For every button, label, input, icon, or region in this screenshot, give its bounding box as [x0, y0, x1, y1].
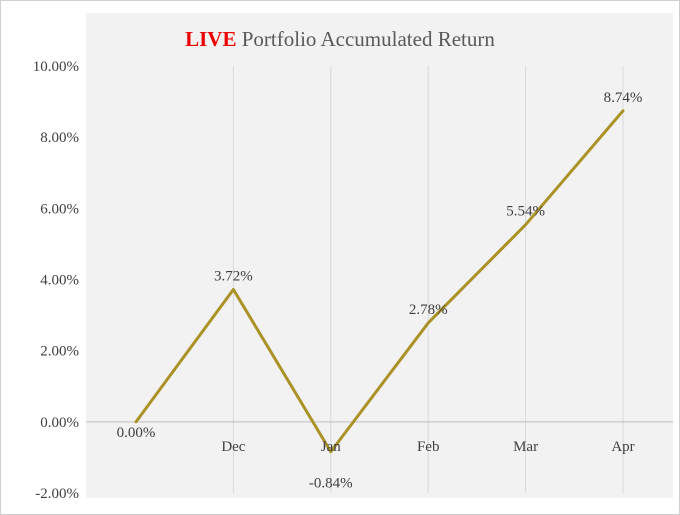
plot-area: [86, 13, 673, 498]
data-label: 5.54%: [506, 204, 545, 220]
x-category-label: Jan: [321, 439, 341, 455]
data-label: 0.00%: [117, 425, 156, 441]
data-label: 2.78%: [409, 302, 448, 318]
data-label: 3.72%: [214, 268, 253, 284]
series-line: [134, 109, 625, 454]
y-tick-label: 0.00%: [40, 415, 79, 431]
y-tick-label: 8.00%: [40, 130, 79, 146]
x-category-label: Mar: [513, 439, 538, 455]
y-tick-label: 2.00%: [40, 344, 79, 360]
x-category-label: Feb: [417, 439, 440, 455]
x-category-label: Dec: [221, 439, 245, 455]
y-tick-label: -2.00%: [35, 486, 79, 502]
data-label: 8.74%: [604, 90, 643, 106]
data-label: -0.84%: [309, 476, 353, 492]
y-tick-label: 6.00%: [40, 201, 79, 217]
y-tick-label: 4.00%: [40, 273, 79, 289]
y-tick-label: 10.00%: [33, 59, 79, 75]
x-category-label: Apr: [611, 439, 634, 455]
